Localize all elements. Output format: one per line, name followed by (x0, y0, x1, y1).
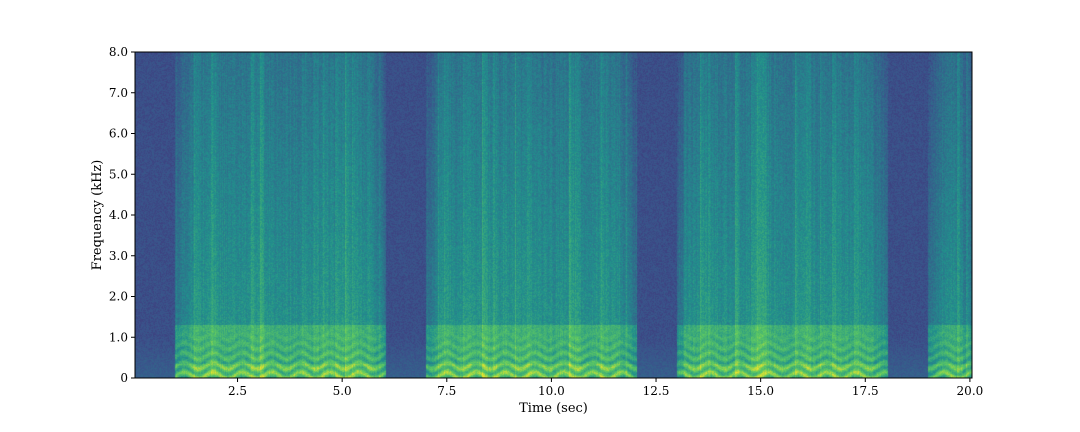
y-tick-label: 5.0 (109, 167, 128, 181)
x-tick-label: 12.5 (643, 384, 670, 398)
x-tick-label: 7.5 (437, 384, 456, 398)
y-tick-label: 3.0 (109, 249, 128, 263)
spectrogram-heatmap (135, 52, 972, 378)
y-tick-label: 8.0 (109, 45, 128, 59)
x-tick-label: 2.5 (228, 384, 247, 398)
y-tick-label: 1.0 (109, 330, 128, 344)
y-tick-label: 0 (120, 371, 128, 385)
plot-area (134, 51, 973, 379)
x-tick-label: 10.0 (538, 384, 565, 398)
y-axis: 0 1.0 2.0 3.0 4.0 5.0 6.0 7.0 8.0 (109, 45, 135, 385)
y-tick-label: 4.0 (109, 208, 128, 222)
x-tick-label: 17.5 (852, 384, 879, 398)
x-axis-label: Time (sec) (519, 401, 588, 416)
y-tick-label: 2.0 (109, 290, 128, 304)
x-tick-label: 20.0 (957, 384, 984, 398)
x-tick-label: 15.0 (747, 384, 774, 398)
y-tick-label: 7.0 (109, 86, 128, 100)
y-tick-label: 6.0 (109, 127, 128, 141)
x-axis: 2.5 5.0 7.5 10.0 12.5 15.0 17.5 20.0 (228, 378, 983, 398)
y-axis-label: Frequency (kHz) (90, 160, 105, 271)
x-tick-label: 5.0 (333, 384, 352, 398)
